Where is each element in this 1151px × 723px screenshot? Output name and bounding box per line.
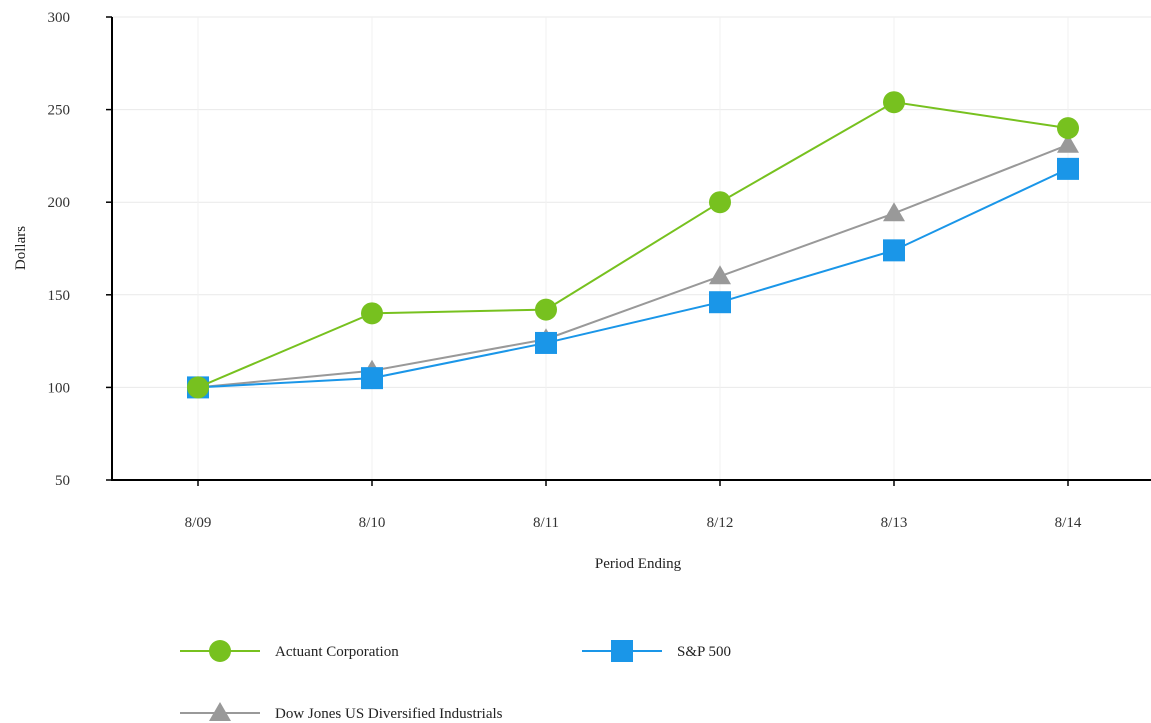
y-tick-label: 200 xyxy=(48,195,71,211)
x-axis-title: Period Ending xyxy=(595,556,682,572)
y-tick-label: 150 xyxy=(48,288,71,304)
legend-label: Dow Jones US Diversified Industrials xyxy=(275,706,503,722)
grid xyxy=(112,16,1151,480)
x-tick-label: 8/10 xyxy=(359,515,386,531)
y-tick-label: 50 xyxy=(55,473,70,489)
data-point xyxy=(361,367,383,390)
y-tick-label: 100 xyxy=(48,380,71,396)
series-layer xyxy=(187,91,1079,399)
y-axis-title: Dollars xyxy=(13,226,29,270)
series-line xyxy=(197,167,1069,389)
legend-marker xyxy=(611,640,633,662)
legend: Actuant Corporation S&P 500 Dow Jones US D… xyxy=(180,640,731,722)
legend-marker xyxy=(209,640,231,662)
legend-item: Actuant Corporation xyxy=(180,640,399,662)
x-axis-ticks: 8/09 8/10 8/11 8/12 8/13 8/14 xyxy=(185,480,1082,531)
data-point xyxy=(535,331,557,354)
legend-item: S&P 500 xyxy=(582,640,731,662)
y-axis-ticks: 50 100 150 200 250 300 xyxy=(48,10,112,489)
x-tick-label: 8/11 xyxy=(533,515,559,531)
data-point xyxy=(1057,133,1079,153)
data-point xyxy=(1057,157,1079,180)
x-tick-label: 8/09 xyxy=(185,515,212,531)
data-point xyxy=(535,298,557,321)
data-point xyxy=(709,191,731,214)
data-point xyxy=(883,91,905,114)
data-point xyxy=(883,202,905,222)
x-tick-label: 8/12 xyxy=(707,515,734,531)
x-tick-label: 8/13 xyxy=(881,515,908,531)
series-line xyxy=(197,143,1069,389)
series-triangle xyxy=(187,133,1079,396)
y-tick-label: 250 xyxy=(48,103,71,119)
x-tick-label: 8/14 xyxy=(1055,515,1082,531)
data-point xyxy=(709,291,731,314)
legend-label: Actuant Corporation xyxy=(275,644,399,660)
data-point xyxy=(187,376,209,399)
series-circle xyxy=(187,91,1079,399)
legend-label: S&P 500 xyxy=(677,644,731,660)
y-tick-label: 300 xyxy=(48,10,71,26)
data-point xyxy=(361,302,383,325)
legend-marker xyxy=(209,702,231,721)
data-point xyxy=(883,239,905,262)
data-point xyxy=(709,265,731,285)
data-point xyxy=(1057,117,1079,140)
series-line xyxy=(197,101,1069,389)
axes xyxy=(111,17,1151,481)
legend-item: Dow Jones US Diversified Industrials xyxy=(180,702,503,722)
